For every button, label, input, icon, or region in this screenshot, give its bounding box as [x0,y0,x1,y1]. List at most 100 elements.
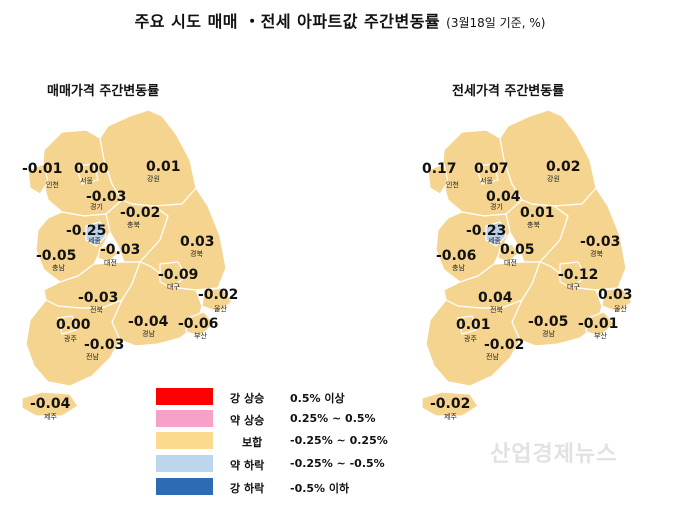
legend-range: -0.25% ~ -0.5% [290,457,385,470]
region-value-gwangju: 0.01 [456,317,491,333]
region-value-chungnam: -0.05 [36,248,77,264]
region-name-gangwon: 강원 [547,175,560,183]
region-value-gangwon: 0.01 [146,159,181,175]
region-shape-jeonnam [25,298,124,387]
region-name-ulsan: 울산 [614,305,627,313]
region-shape-incheon [427,163,449,195]
legend-swatch [156,478,213,495]
region-name-jeonbuk: 전북 [490,306,503,314]
region-value-ulsan: -0.02 [198,287,239,303]
region-value-ulsan: 0.03 [598,287,633,303]
region-shape-busan [185,311,215,337]
region-name-chungbuk: 충북 [127,221,140,229]
region-value-incheon: -0.01 [22,161,63,177]
region-shape-jeju [421,391,479,417]
region-shape-jeju [21,391,79,417]
publisher-watermark: 산업경제뉴스 [490,442,618,467]
region-name-daegu: 대구 [167,283,180,291]
region-shape-daegu [559,261,587,289]
region-name-jeonnam: 전남 [486,353,499,361]
region-name-incheon: 인천 [446,181,459,189]
title-main: 주요 시도 매매 ・전세 아파트값 주간변동률 [134,12,441,31]
jeonse-map-subtitle: 전세가격 주간변동률 [452,84,565,99]
legend-swatch [156,432,213,449]
region-value-daegu: -0.09 [158,267,199,283]
title-date-note: (3월18일 기준, %) [446,16,546,30]
region-name-gwangju: 광주 [464,335,477,343]
region-name-gyeongbuk: 경북 [590,250,603,258]
region-value-jeonnam: -0.03 [84,337,125,353]
region-name-gyeongnam: 경남 [542,330,555,338]
region-shape-sejong [485,221,507,247]
region-shape-daejeon [97,243,119,263]
legend-swatch [156,388,213,405]
region-shape-gwangju [57,315,77,335]
region-value-gangwon: 0.02 [546,159,581,175]
region-value-gyeonggi: -0.03 [86,189,127,205]
region-value-jeju: -0.04 [30,396,71,412]
region-value-gyeongbuk: -0.03 [580,234,621,250]
legend-label: 보합 [242,436,263,449]
region-name-gwangju: 광주 [64,335,77,343]
region-name-gangwon: 강원 [147,175,160,183]
legend-label: 강 하락 [230,482,265,495]
legend-range: -0.25% ~ 0.25% [290,434,388,447]
region-value-gyeongnam: -0.05 [528,314,569,330]
region-value-daegu: -0.12 [558,267,599,283]
region-name-ulsan: 울산 [214,305,227,313]
sale-map-subtitle: 매매가격 주간변동률 [47,84,160,99]
region-name-seoul: 서울 [480,177,493,185]
legend-range: 0.5% 이상 [290,392,345,405]
region-name-chungnam: 충남 [452,264,465,272]
region-shape-ulsan [601,287,633,313]
region-value-seoul: 0.07 [474,161,509,177]
legend-swatch [156,410,213,427]
region-name-jeonnam: 전남 [86,353,99,361]
region-name-jeju: 제주 [444,413,457,421]
region-shape-sejong [85,221,107,247]
region-value-jeonbuk: 0.04 [478,290,513,306]
sale-map [21,109,233,417]
region-value-jeju: -0.02 [430,396,471,412]
region-name-daegu: 대구 [567,283,580,291]
legend-range: -0.5% 이하 [290,482,350,495]
legend-swatch [156,455,213,472]
region-value-chungbuk: 0.01 [520,205,555,221]
region-value-gwangju: 0.00 [56,317,91,333]
region-name-gyeongbuk: 경북 [190,250,203,258]
region-value-chungnam: -0.06 [436,248,477,264]
region-shape-ulsan [201,287,233,313]
region-name-chungnam: 충남 [52,264,65,272]
region-name-busan: 부산 [194,332,207,340]
region-shape-seoul [75,163,99,185]
region-name-jeju: 제주 [44,413,57,421]
region-name-sejong: 세종 [88,237,101,245]
region-value-daejeon: -0.03 [100,242,141,258]
region-shape-busan [585,311,615,337]
region-value-busan: -0.01 [578,316,619,332]
region-value-gyeongnam: -0.04 [128,314,169,330]
region-value-sejong: -0.23 [466,223,507,239]
legend-range: 0.25% ~ 0.5% [290,412,376,425]
region-shape-daegu [159,261,187,289]
region-value-jeonnam: -0.02 [484,337,525,353]
region-name-gyeonggi: 경기 [490,203,503,211]
region-name-daejeon: 대전 [504,259,517,267]
page-title: 주요 시도 매매 ・전세 아파트값 주간변동률 (3월18일 기준, %) [0,8,680,32]
region-shape-gwangju [457,315,477,335]
region-name-sejong: 세종 [488,237,501,245]
legend-label: 강 상승 [230,392,265,405]
region-name-chungbuk: 충북 [527,221,540,229]
region-value-sejong: -0.25 [66,223,107,239]
legend-label: 약 하락 [230,459,265,472]
region-value-busan: -0.06 [178,316,219,332]
region-value-incheon: 0.17 [422,161,457,177]
region-value-gyeonggi: 0.04 [486,189,521,205]
region-shape-seoul [475,163,499,185]
region-shape-incheon [27,163,49,195]
region-value-chungbuk: -0.02 [120,205,161,221]
region-value-gyeongbuk: 0.03 [180,234,215,250]
region-shape-jeonnam [425,298,524,387]
